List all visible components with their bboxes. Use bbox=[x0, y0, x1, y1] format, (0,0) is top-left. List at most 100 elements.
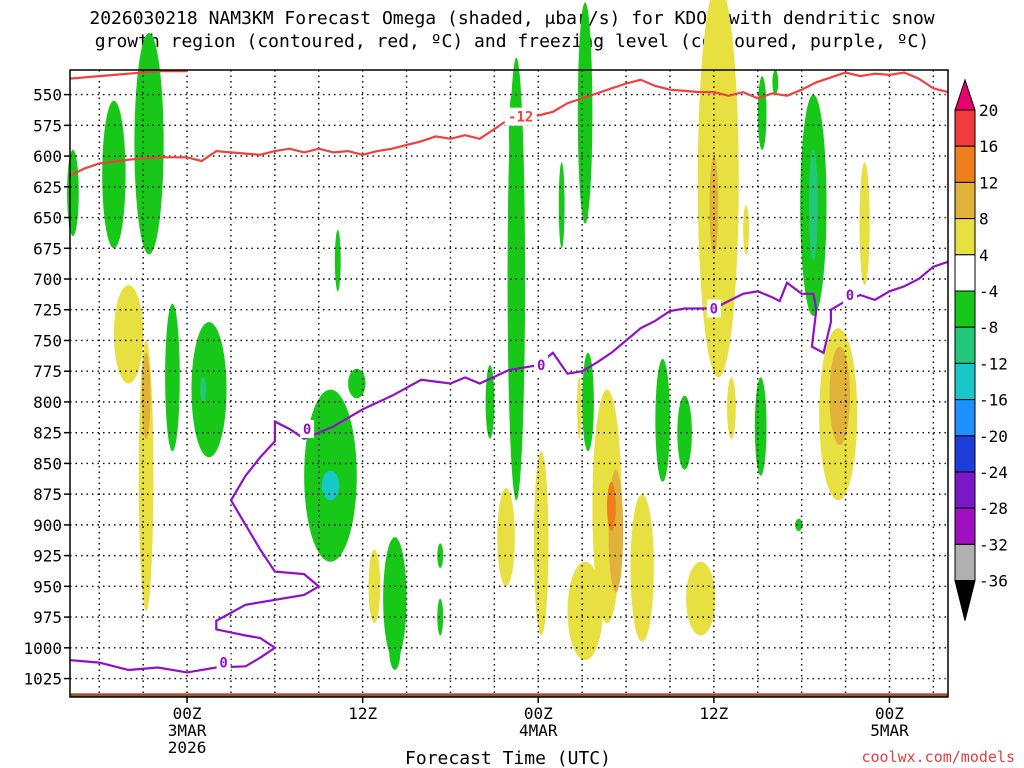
omega-shade-34 bbox=[655, 358, 670, 482]
freezing-level-label-3-bg bbox=[706, 299, 721, 318]
omega-shade-14 bbox=[368, 549, 381, 624]
omega-shade-11 bbox=[334, 229, 341, 292]
colorbar-swatch bbox=[954, 362, 976, 401]
omega-shade-37 bbox=[697, 0, 739, 378]
x-axis-label: Forecast Time (UTC) bbox=[405, 748, 611, 768]
terrain-surface bbox=[70, 693, 948, 697]
colorbar-label: 12 bbox=[979, 173, 998, 192]
y-tick-label: 575 bbox=[33, 116, 62, 135]
plot-area bbox=[67, 0, 948, 697]
omega-shade-20 bbox=[497, 487, 515, 587]
freezing-level-label-4: 0 bbox=[846, 288, 854, 304]
freezing-level-label-3: 0 bbox=[710, 302, 718, 318]
omega-shade-10 bbox=[321, 470, 340, 501]
freezing-level-label-0-bg bbox=[216, 653, 231, 672]
colorbar-label: -12 bbox=[979, 354, 1008, 373]
colorbar-swatch bbox=[954, 507, 976, 545]
y-tick-label: 700 bbox=[33, 270, 62, 289]
colorbar-swatch bbox=[954, 254, 976, 292]
omega-shade-38 bbox=[709, 156, 719, 255]
omega-shade-12 bbox=[348, 368, 366, 399]
x-tick-label: 2026 bbox=[168, 738, 207, 757]
omega-shade-27 bbox=[577, 377, 582, 439]
colorbar-swatch bbox=[954, 145, 976, 183]
colorbar-label: -16 bbox=[979, 391, 1008, 410]
y-tick-label: 625 bbox=[33, 178, 62, 197]
freezing-level-label-2-bg bbox=[534, 356, 549, 375]
y-tick-label: 600 bbox=[33, 147, 62, 166]
colorbar-label: 4 bbox=[979, 246, 989, 265]
credit-link[interactable]: coolwx.com/models bbox=[861, 748, 1015, 766]
omega-shade-6 bbox=[165, 303, 180, 452]
x-tick-label: 3MAR bbox=[168, 721, 207, 740]
colorbar-swatch bbox=[954, 435, 976, 473]
omega-shade-3 bbox=[113, 285, 144, 384]
y-tick-label: 925 bbox=[33, 547, 62, 566]
y-tick-label: 1025 bbox=[23, 670, 62, 689]
contour-lines: -12 0 0 0 0 0 bbox=[69, 70, 949, 674]
omega-shade-18 bbox=[437, 598, 444, 636]
colorbar-swatch bbox=[954, 109, 976, 147]
y-tick-label: 975 bbox=[33, 608, 62, 627]
omega-shade-45 bbox=[808, 149, 818, 261]
y-tick-label: 750 bbox=[33, 331, 62, 350]
omega-shade-2 bbox=[134, 33, 164, 255]
colorbar-label: -4 bbox=[979, 282, 998, 301]
colorbar-label: -36 bbox=[979, 572, 1008, 591]
freezing-level-label-1-bg bbox=[300, 419, 315, 438]
omega-shade-49 bbox=[795, 518, 803, 532]
colorbar-bottom-arrow bbox=[954, 580, 976, 621]
y-tick-label: 850 bbox=[33, 454, 62, 473]
omega-shade-42 bbox=[754, 377, 767, 476]
omega-shade-48 bbox=[859, 162, 870, 286]
omega-shade-21 bbox=[533, 451, 549, 636]
omega-shade-19 bbox=[485, 365, 495, 439]
freezing-level-label-2: 0 bbox=[537, 358, 545, 374]
colorbar-label: 16 bbox=[979, 137, 998, 156]
dgz-contour-label-bg bbox=[504, 107, 537, 126]
colorbar-swatch bbox=[954, 326, 976, 364]
x-tick-label: 00Z bbox=[173, 704, 202, 723]
omega-shade-13 bbox=[315, 401, 331, 452]
chart-header: 2026030218 NAM3KM Forecast Omega (shaded… bbox=[89, 8, 934, 52]
omega-shade-32 bbox=[607, 481, 616, 532]
y-tick-label: 775 bbox=[33, 362, 62, 381]
colorbar-label: -8 bbox=[979, 318, 998, 337]
colorbar-label: -20 bbox=[979, 427, 1008, 446]
freezing-level-label-4-bg bbox=[842, 285, 857, 304]
omega-shade-33 bbox=[630, 494, 654, 642]
colorbar-swatch bbox=[954, 218, 976, 256]
y-tick-label: 825 bbox=[33, 424, 62, 443]
y-tick-label: 800 bbox=[33, 393, 62, 412]
omega-shade-40 bbox=[743, 205, 749, 255]
axes: 550 575 600 625 650 675 700 725 750 775 800 825 850 8… bbox=[23, 69, 949, 757]
x-tick-label: 12Z bbox=[348, 704, 377, 723]
colorbar-swatch bbox=[954, 471, 976, 509]
omega-shade-17 bbox=[437, 543, 444, 568]
colorbar: 20 16 12 8 4 -4 -8 -12 -16 -20 -24 -28 -32 -36 bbox=[954, 78, 1008, 621]
colorbar-label: -24 bbox=[979, 463, 1008, 482]
x-tick-label: 00Z bbox=[875, 704, 904, 723]
omega-shade-15 bbox=[383, 537, 407, 661]
x-tick-label: 00Z bbox=[524, 704, 553, 723]
colorbar-top-arrow bbox=[954, 78, 976, 111]
grid-lines bbox=[70, 70, 948, 697]
colorbar-swatch bbox=[954, 290, 976, 328]
omega-shade-7 bbox=[191, 322, 227, 458]
colorbar-label: 20 bbox=[979, 101, 998, 120]
colorbar-swatch bbox=[954, 543, 976, 582]
colorbar-label: -32 bbox=[979, 535, 1008, 554]
chart-title-line-1: 2026030218 NAM3KM Forecast Omega (shaded… bbox=[89, 8, 934, 29]
y-tick-label: 650 bbox=[33, 209, 62, 228]
x-tick-label: 5MAR bbox=[870, 721, 909, 740]
omega-shade-39 bbox=[727, 377, 736, 439]
colorbar-label: 8 bbox=[979, 210, 989, 229]
plot-frame bbox=[69, 69, 949, 698]
x-tick-label: 4MAR bbox=[519, 721, 558, 740]
omega-shade-47 bbox=[829, 346, 850, 445]
freezing-level-label-0: 0 bbox=[219, 656, 227, 672]
x-tick-label: 12Z bbox=[699, 704, 728, 723]
omega-shade-1 bbox=[102, 100, 126, 249]
omega-shade-35 bbox=[677, 395, 692, 470]
